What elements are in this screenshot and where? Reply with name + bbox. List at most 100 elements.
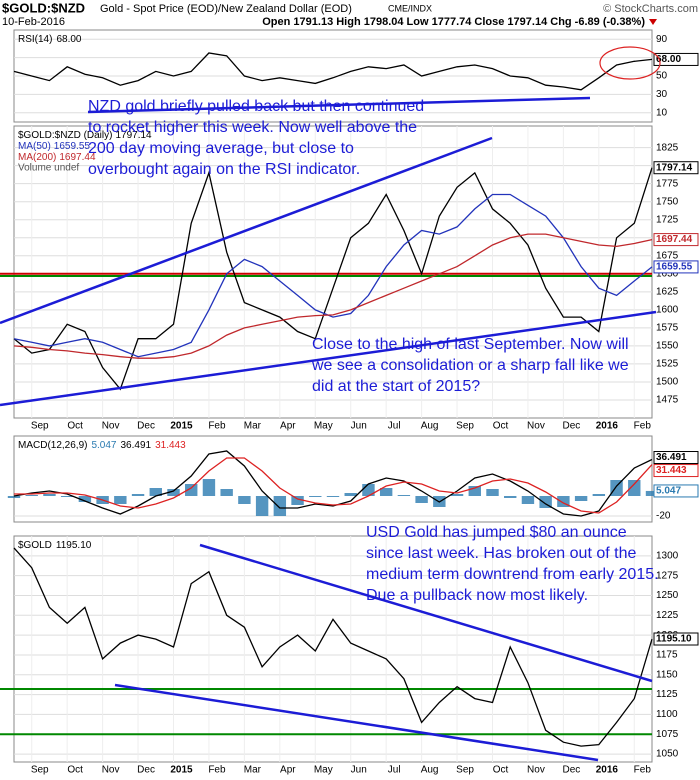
trendline — [87, 96, 591, 114]
panel-title: MACD(12,26,9) 5.047 36.491 31.443 — [18, 440, 186, 451]
y-tick-label: 1500 — [656, 377, 679, 388]
panel-title-value: 68.00 — [56, 34, 81, 45]
y-tick-label: 1250 — [656, 590, 679, 601]
histogram-bar — [220, 489, 233, 496]
histogram-bar — [628, 480, 641, 496]
y-tick-label: 50 — [656, 71, 668, 82]
x-tick-label: Jul — [388, 421, 401, 432]
x-tick-label: Apr — [280, 421, 296, 432]
panel-title: $GOLD 1195.10 — [18, 540, 92, 551]
legend-name: $GOLD:$NZD (Daily) — [18, 130, 112, 141]
histogram-bar — [131, 494, 145, 496]
x-tick-label: Mar — [244, 765, 262, 776]
y-tick-label: 1550 — [656, 341, 679, 352]
series-line — [13, 547, 653, 747]
last-value-box — [653, 451, 699, 465]
y-tick-label: 30 — [656, 89, 668, 100]
x-tick-label: Oct — [493, 421, 509, 432]
panel-title: RSI(14) 68.00 — [18, 34, 82, 45]
x-tick-label: 2015 — [170, 765, 193, 776]
x-tick-label: Feb — [208, 765, 226, 776]
x-tick-label: 2016 — [596, 765, 619, 776]
highlight-ellipse — [599, 46, 661, 80]
trendline — [114, 683, 599, 762]
y-tick-label: 1525 — [656, 359, 679, 370]
panel-title-value: 1195.10 — [56, 540, 92, 551]
legend-value: 1697.44 — [59, 152, 96, 163]
annotation: NZD gold briefly pulled back but then co… — [88, 98, 425, 178]
trendline — [0, 136, 493, 325]
x-tick-label: Nov — [102, 421, 120, 432]
histogram-bar — [592, 494, 606, 496]
histogram-bar — [60, 496, 74, 497]
x-tick-label: Jul — [388, 765, 401, 776]
last-value-label: 36.491 — [656, 452, 687, 463]
x-tick-label: Oct — [67, 421, 83, 432]
x-tick-label: Feb — [208, 421, 226, 432]
y-tick-label: 1725 — [656, 214, 679, 225]
y-tick-label: -20 — [656, 511, 671, 522]
y-tick-label: 1075 — [656, 729, 679, 740]
y-tick-label: 90 — [656, 34, 668, 45]
panel-title-value: 5.047 — [91, 440, 116, 451]
histogram-bar — [397, 495, 411, 496]
x-tick-label: May — [314, 765, 333, 776]
panel-title-text: $GOLD — [18, 540, 52, 551]
y-tick-label: 1825 — [656, 142, 679, 153]
y-tick-label: 1100 — [656, 709, 678, 720]
y-tick-label: 1225 — [656, 610, 679, 621]
x-tick-label: Jun — [351, 765, 367, 776]
panel-title-text: MACD(12,26,9) — [18, 440, 87, 451]
legend-entry: MA(200) 1697.44 — [18, 152, 96, 163]
histogram-bar — [574, 496, 588, 501]
histogram-bar — [415, 496, 428, 503]
last-value-label: 31.443 — [656, 465, 687, 476]
x-tick-label: Feb — [634, 421, 652, 432]
x-tick-label: Apr — [280, 765, 296, 776]
description: Gold - Spot Price (EOD)/New Zealand Doll… — [100, 3, 352, 15]
copyright: © StockCharts.com — [603, 3, 698, 15]
histogram-bar — [344, 493, 357, 496]
last-value-box — [653, 484, 699, 498]
x-tick-label: Aug — [421, 765, 439, 776]
histogram-bar — [610, 480, 623, 496]
y-tick-label: 1275 — [656, 570, 679, 581]
annotation: USD Gold has jumped $80 an ounce since l… — [366, 524, 659, 604]
histogram-bar — [114, 496, 127, 504]
y-tick-label: 1575 — [656, 323, 679, 334]
down-arrow — [649, 19, 657, 25]
last-value-label: 1659.55 — [656, 262, 693, 273]
series-line — [14, 457, 653, 514]
y-tick-label: 1475 — [656, 395, 679, 406]
last-value-label: 1797.14 — [656, 162, 693, 173]
x-tick-label: Sep — [456, 421, 474, 432]
exchange: CME/INDX — [388, 3, 432, 13]
last-value-box — [653, 632, 699, 646]
last-value-box — [653, 233, 699, 247]
x-tick-label: Nov — [527, 765, 545, 776]
legend-name: MA(50) — [18, 141, 51, 152]
x-tick-label: Nov — [102, 765, 120, 776]
x-tick-label: Oct — [67, 765, 83, 776]
last-value-label: 68.00 — [656, 54, 681, 65]
histogram-bar — [521, 496, 535, 504]
x-tick-label: Dec — [562, 421, 580, 432]
legend-value: 1797.14 — [115, 130, 152, 141]
histogram-bar — [43, 494, 56, 496]
histogram-bar — [379, 488, 393, 496]
histogram-bar — [273, 496, 287, 516]
y-tick-label: 1675 — [656, 250, 679, 261]
x-tick-label: May — [314, 421, 333, 432]
histogram-bar — [78, 496, 92, 502]
series-line — [13, 450, 653, 517]
legend-entry: $GOLD:$NZD (Daily) 1797.14 — [18, 130, 152, 141]
series-line — [13, 233, 653, 359]
legend-entry: MA(50) 1659.55 — [18, 141, 90, 152]
histogram-bar — [238, 496, 251, 504]
y-tick-label: 1175 — [656, 650, 678, 661]
y-tick-label: 1600 — [656, 304, 679, 315]
x-tick-label: Dec — [562, 765, 580, 776]
panel-title-value: 36.491 — [121, 440, 152, 451]
last-value-label: 5.047 — [656, 486, 681, 497]
